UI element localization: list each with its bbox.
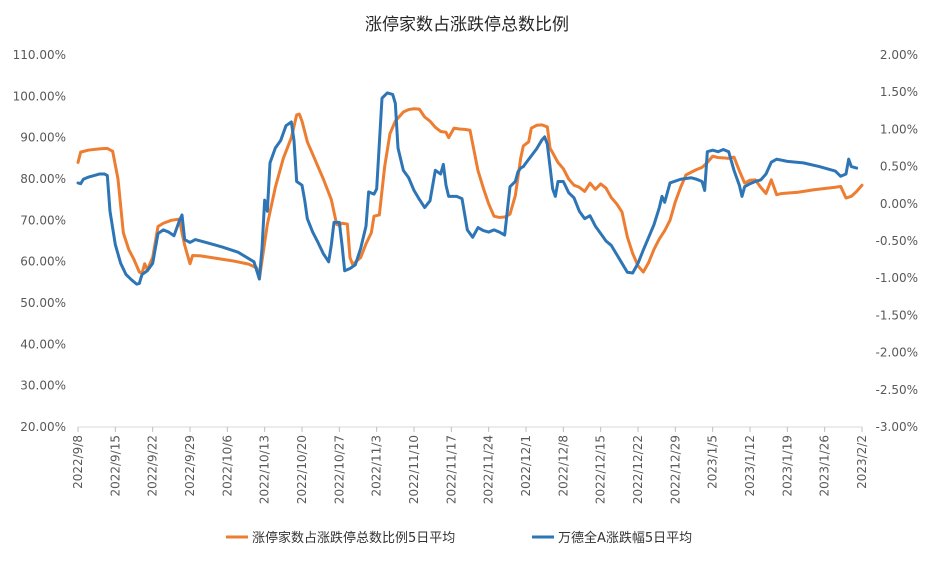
right-axis-tick-label: 1.00% (880, 122, 918, 136)
right-axis-tick-label: 2.00% (880, 48, 918, 62)
left-axis-tick-label: 70.00% (20, 213, 66, 227)
x-axis-tick-label: 2023/2/2 (855, 435, 869, 489)
right-axis-tick-label: 0.00% (880, 197, 918, 211)
x-axis-tick-label: 2022/9/22 (146, 435, 160, 497)
x-axis-tick-label: 2022/12/22 (631, 435, 645, 504)
right-axis-tick-label: -2.50% (876, 383, 918, 397)
left-axis-tick-label: 110.00% (13, 48, 66, 62)
x-axis-tick-label: 2022/12/1 (519, 435, 533, 497)
x-axis-tick-label: 2022/9/15 (108, 435, 122, 497)
series-layer (76, 91, 864, 286)
right-axis-tick-label: -1.50% (876, 308, 918, 322)
left-axis-tick-label: 80.00% (20, 172, 66, 186)
x-axis-tick-label: 2022/11/3 (370, 435, 384, 497)
right-axis-tick-label: 0.50% (880, 160, 918, 174)
series-line-limit-up-ratio (76, 107, 864, 281)
x-axis-tick-label: 2023/1/26 (818, 435, 832, 497)
legend: 涨停家数占涨跌停总数比例5日平均 万德全A涨跌幅5日平均 (226, 530, 692, 546)
x-axis-tick-label: 2022/10/27 (332, 435, 346, 504)
x-axis-tick-label: 2022/11/10 (407, 435, 421, 504)
x-axis-tick-label: 2022/10/6 (220, 435, 234, 497)
x-axis-tick-label: 2022/11/24 (482, 435, 496, 504)
right-axis-tick-label: -1.00% (876, 271, 918, 285)
x-axis-tick-label: 2023/1/12 (743, 435, 757, 497)
left-axis-tick-label: 60.00% (20, 255, 66, 269)
x-axis-tick-label: 2023/1/5 (706, 435, 720, 489)
left-axis-tick-label: 20.00% (20, 420, 66, 434)
x-axis-tick-label: 2022/10/20 (295, 435, 309, 504)
x-axis-tick-label: 2023/1/19 (780, 435, 794, 497)
x-axis-tick-label: 2022/12/29 (668, 435, 682, 504)
x-axis-tick-label: 2022/10/13 (258, 435, 272, 504)
left-axis-tick-label: 50.00% (20, 296, 66, 310)
series-line-wind-a-change (76, 91, 859, 286)
x-axis-tick-label: 2022/9/8 (71, 435, 85, 489)
legend-label-blue: 万德全A涨跌幅5日平均 (558, 530, 692, 546)
right-axis-tick-label: -3.00% (876, 420, 918, 434)
left-axis-tick-label: 30.00% (20, 379, 66, 393)
x-axis-tick-label: 2022/9/29 (183, 435, 197, 497)
x-axis-tick-label: 2022/11/17 (444, 435, 458, 504)
right-axis-tick-label: -2.00% (876, 346, 918, 360)
axes: 110.00% 100.00% 90.00% 80.00% 70.00% 60.00% 50… (13, 48, 918, 504)
right-axis-tick-label: 1.50% (880, 85, 918, 99)
chart-title: 涨停家数占涨跌停总数比例 (365, 15, 569, 35)
x-axis-tick-label: 2022/12/15 (594, 435, 608, 504)
left-axis-tick-label: 100.00% (13, 89, 66, 103)
legend-label-orange: 涨停家数占涨跌停总数比例5日平均 (252, 530, 455, 546)
left-axis-tick-label: 40.00% (20, 337, 66, 351)
x-axis-tick-label: 2022/12/8 (556, 435, 570, 497)
left-axis-tick-label: 90.00% (20, 131, 66, 145)
right-axis-tick-label: -0.50% (876, 234, 918, 248)
